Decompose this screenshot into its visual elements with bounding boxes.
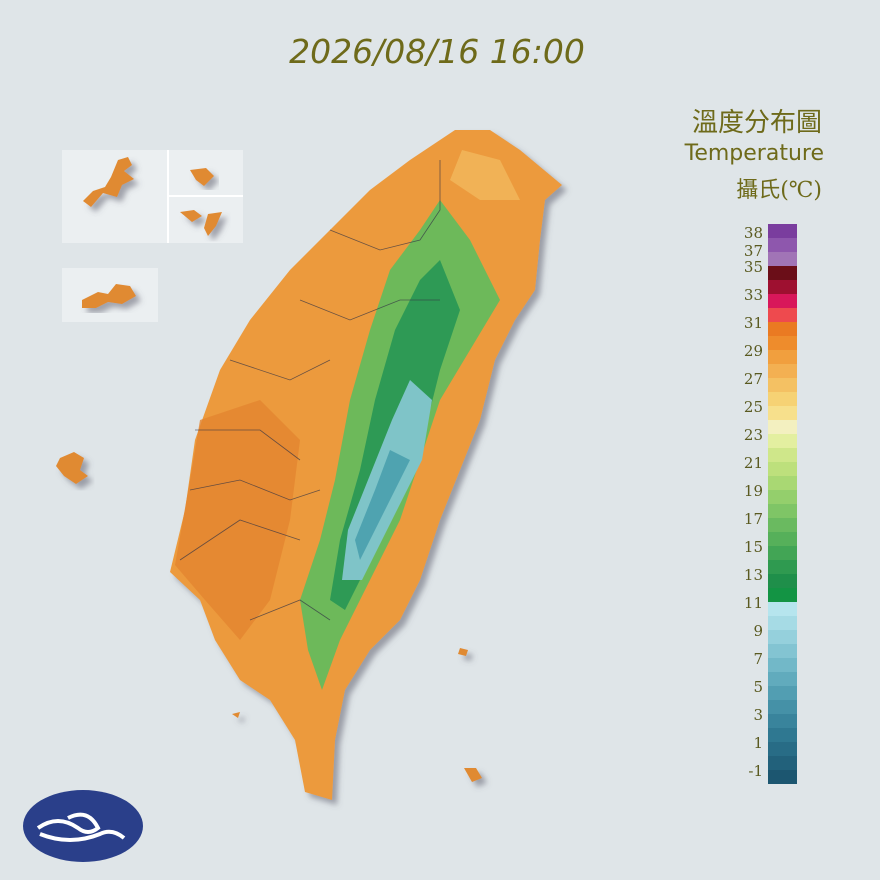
legend-label: 9 bbox=[753, 622, 763, 640]
legend-label: 11 bbox=[744, 594, 763, 612]
legend-swatch bbox=[768, 728, 797, 742]
legend-label: -1 bbox=[748, 762, 763, 780]
legend-swatch bbox=[768, 602, 797, 616]
legend-label: 15 bbox=[744, 538, 763, 556]
legend-swatch bbox=[768, 378, 797, 392]
legend-swatch bbox=[768, 266, 797, 280]
legend-swatch bbox=[768, 574, 797, 588]
legend-label: 17 bbox=[744, 510, 763, 528]
unit-label: 攝氏(℃) bbox=[736, 178, 822, 203]
legend-label: 23 bbox=[744, 426, 763, 444]
legend-swatch bbox=[768, 490, 797, 504]
legend-swatch bbox=[768, 448, 797, 462]
legend-label: 1 bbox=[753, 734, 763, 752]
legend-label: 19 bbox=[744, 482, 763, 500]
legend-swatch bbox=[768, 392, 797, 406]
map-subtitle: Temperature bbox=[684, 141, 824, 166]
legend-swatch bbox=[768, 252, 797, 266]
legend-swatch bbox=[768, 224, 797, 238]
legend-swatch bbox=[768, 700, 797, 714]
legend-swatch bbox=[768, 504, 797, 518]
legend-swatch bbox=[768, 434, 797, 448]
legend-swatch bbox=[768, 280, 797, 294]
legend-swatch bbox=[768, 518, 797, 532]
legend-swatch bbox=[768, 644, 797, 658]
legend-swatch bbox=[768, 770, 797, 784]
legend-swatch bbox=[768, 350, 797, 364]
legend-swatch bbox=[768, 336, 797, 350]
legend-swatch bbox=[768, 686, 797, 700]
legend-swatch bbox=[768, 294, 797, 308]
legend-swatch bbox=[768, 588, 797, 602]
legend-label: 31 bbox=[744, 314, 763, 332]
legend-swatch bbox=[768, 616, 797, 630]
legend-swatch bbox=[768, 756, 797, 770]
legend-swatch bbox=[768, 560, 797, 574]
map-title: 溫度分布圖 bbox=[692, 108, 822, 138]
legend-swatch bbox=[768, 406, 797, 420]
legend-label: 35 bbox=[744, 258, 763, 276]
legend-swatch bbox=[768, 742, 797, 756]
legend-swatch bbox=[768, 658, 797, 672]
legend-swatch bbox=[768, 420, 797, 434]
legend-swatch bbox=[768, 322, 797, 336]
legend-swatch bbox=[768, 364, 797, 378]
legend-swatch bbox=[768, 546, 797, 560]
legend-swatch bbox=[768, 476, 797, 490]
legend-swatch bbox=[768, 462, 797, 476]
legend-swatch bbox=[768, 672, 797, 686]
legend-swatch bbox=[768, 308, 797, 322]
cwa-logo bbox=[23, 790, 143, 862]
legend-label: 27 bbox=[744, 370, 763, 388]
legend-label: 37 bbox=[744, 242, 763, 260]
taiwan-island bbox=[170, 130, 562, 800]
legend-label: 5 bbox=[753, 678, 763, 696]
legend-label: 3 bbox=[753, 706, 763, 724]
island-insets bbox=[56, 150, 482, 782]
timestamp: 2026/08/16 16:00 bbox=[289, 32, 585, 71]
legend-swatch bbox=[768, 630, 797, 644]
legend-swatch bbox=[768, 238, 797, 252]
legend-label: 29 bbox=[744, 342, 763, 360]
legend-label: 33 bbox=[744, 286, 763, 304]
legend-swatch bbox=[768, 714, 797, 728]
legend-swatch bbox=[768, 532, 797, 546]
legend-label: 13 bbox=[744, 566, 763, 584]
legend-label: 38 bbox=[744, 224, 763, 242]
legend-label: 21 bbox=[744, 454, 763, 472]
legend-label: 25 bbox=[744, 398, 763, 416]
legend-label: 7 bbox=[753, 650, 763, 668]
